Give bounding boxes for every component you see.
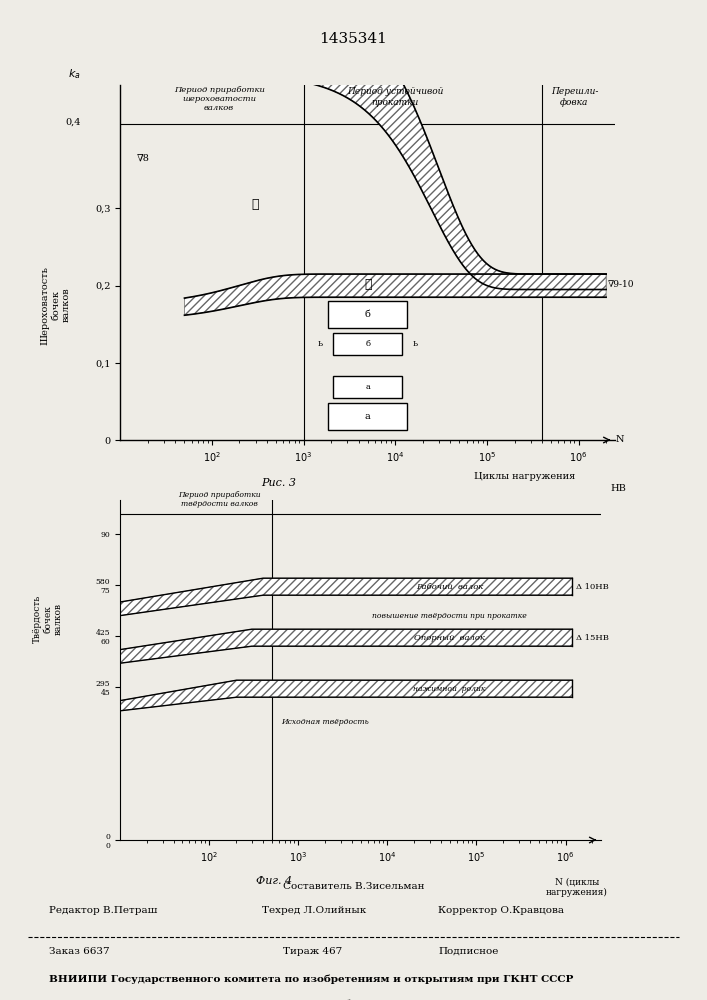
Text: ∇9-10: ∇9-10 <box>608 280 635 289</box>
Text: повышение твёрдости при прокатке: повышение твёрдости при прокатке <box>373 612 527 620</box>
Text: НВ: НВ <box>611 484 626 493</box>
Text: Циклы нагружения: Циклы нагружения <box>474 472 575 481</box>
Text: 1435341: 1435341 <box>320 32 387 46</box>
Text: Δ 10НВ: Δ 10НВ <box>575 583 609 591</box>
Text: Рабочий  валок: Рабочий валок <box>416 583 484 591</box>
Text: нажимной  ролик: нажимной ролик <box>414 685 486 693</box>
Text: Подписное: Подписное <box>438 947 498 956</box>
Text: Δ 15НВ: Δ 15НВ <box>575 634 609 642</box>
Text: Составитель В.Зисельман: Составитель В.Зисельман <box>283 882 424 891</box>
Text: N: N <box>615 436 624 444</box>
Y-axis label: Шероховатость
бочек
валков: Шероховатость бочек валков <box>41 266 71 345</box>
Text: $k_a$: $k_a$ <box>68 68 81 81</box>
Text: ②: ② <box>364 278 371 291</box>
Text: Период приработки
шероховатости
валков: Период приработки шероховатости валков <box>174 86 264 112</box>
Text: Опорный  валок: Опорный валок <box>414 634 485 642</box>
Text: N (циклы
нагружения): N (циклы нагружения) <box>546 877 608 897</box>
Text: ∇8: ∇8 <box>136 154 149 163</box>
Text: Период приработки
твёрдости валков: Период приработки твёрдости валков <box>178 491 261 508</box>
Text: Корректор О.Кравцова: Корректор О.Кравцова <box>438 906 564 915</box>
Text: ①: ① <box>252 198 259 211</box>
Y-axis label: Твёрдость
бочек
валков: Твёрдость бочек валков <box>33 595 62 643</box>
Text: Заказ 6637: Заказ 6637 <box>49 947 110 956</box>
Text: ∷ 113035, Москва, Ж-35, Раушская наб., д. 4/5: ∷ 113035, Москва, Ж-35, Раушская наб., д… <box>113 999 395 1000</box>
Text: 0,4: 0,4 <box>65 118 81 127</box>
Text: ВНИИПИ Государственного комитета по изобретениям и открытиям при ГКНТ СССР: ВНИИПИ Государственного комитета по изоб… <box>49 975 574 984</box>
Text: Техред Л.Олийнык: Техред Л.Олийнык <box>262 906 366 915</box>
Text: Рис. 3: Рис. 3 <box>261 478 296 488</box>
Text: Редактор В.Петраш: Редактор В.Петраш <box>49 906 158 915</box>
Text: Перешли-
фовка: Перешли- фовка <box>551 87 598 107</box>
Text: Исходная твёрдость: Исходная твёрдость <box>281 718 369 726</box>
Text: Фиг. 4: Фиг. 4 <box>256 876 292 886</box>
Text: Период устойчивой
прокатки: Период устойчивой прокатки <box>347 87 443 107</box>
Text: Тираж 467: Тираж 467 <box>283 947 342 956</box>
